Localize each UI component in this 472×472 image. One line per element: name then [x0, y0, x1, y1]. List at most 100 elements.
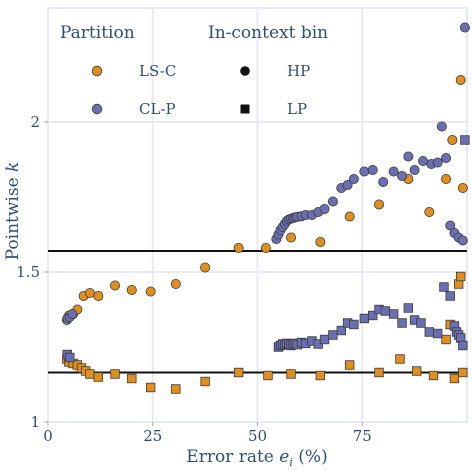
y-axis-title: Pointwise k [3, 162, 23, 261]
legend-label-cl-p: CL-P [139, 100, 176, 118]
point-ls-c-hp [455, 75, 466, 86]
point-ls-c-lp [171, 384, 181, 394]
point-ls-c-hp [93, 290, 104, 301]
point-cl-p-lp [388, 309, 399, 319]
point-cl-p-hp [459, 22, 470, 33]
point-cl-p-lp [432, 328, 443, 339]
point-cl-p-hp [367, 164, 378, 175]
legend-label-ls-c: LS-C [139, 62, 176, 80]
point-cl-p-hp [327, 196, 338, 207]
point-cl-p-lp [336, 325, 347, 336]
point-ls-c-lp [315, 370, 326, 381]
point-ls-c-lp [374, 367, 384, 378]
legend-marker-ls-c [91, 65, 103, 77]
point-ls-c-hp [84, 287, 95, 298]
point-ls-c-lp [200, 376, 210, 387]
point-ls-c-lp [344, 360, 355, 370]
axis-ticks: 0 25 50 75 1 1.5 2 [16, 113, 372, 445]
point-cl-p-lp [460, 135, 470, 145]
point-ls-c-hp [145, 286, 156, 297]
point-ls-c-hp [457, 182, 468, 193]
legend-title-bin: In-context bin [208, 23, 328, 43]
point-ls-c-hp [233, 242, 244, 253]
point-ls-c-lp [85, 369, 95, 379]
point-ls-c-hp [374, 199, 385, 210]
point-ls-c-hp [315, 236, 326, 247]
data-points [61, 22, 470, 394]
legend-marker-hp [240, 66, 250, 76]
point-cl-p-lp [458, 340, 468, 351]
point-cl-p-hp [457, 235, 468, 246]
x-axis-title: Error rate ei (%) [186, 447, 327, 469]
point-ls-c-lp [145, 382, 156, 393]
point-ls-c-hp [260, 242, 271, 253]
point-ls-c-lp [395, 354, 405, 364]
point-cl-p-lp [65, 352, 75, 363]
point-cl-p-lp [328, 330, 338, 340]
point-ls-c-hp [441, 173, 452, 184]
point-ls-c-hp [126, 284, 137, 295]
point-ls-c-lp [110, 369, 120, 379]
point-ls-c-hp [170, 278, 181, 289]
point-cl-p-lp [397, 318, 407, 328]
point-cl-p-lp [403, 303, 414, 313]
point-cl-p-hp [397, 170, 408, 181]
point-ls-c-lp [428, 370, 439, 381]
legend-label-lp: LP [287, 100, 307, 118]
point-cl-p-hp [67, 308, 78, 319]
x-tick-label: 25 [143, 427, 162, 445]
legend-marker-cl-p [91, 103, 103, 115]
x-tick-label: 75 [353, 427, 372, 445]
y-tick-label: 2 [30, 113, 40, 131]
point-cl-p-lp [439, 282, 449, 292]
point-ls-c-lp [286, 369, 296, 379]
x-tick-label: 50 [248, 427, 267, 445]
point-cl-p-hp [409, 164, 420, 175]
point-cl-p-hp [445, 220, 456, 231]
point-cl-p-hp [436, 121, 447, 132]
point-cl-p-hp [359, 166, 370, 177]
point-ls-c-lp [263, 370, 273, 381]
point-ls-c-lp [93, 372, 103, 382]
legend-marker-lp [240, 104, 250, 114]
point-cl-p-lp [349, 319, 359, 330]
point-cl-p-hp [441, 152, 452, 163]
point-cl-p-hp [342, 179, 353, 190]
point-cl-p-hp [432, 157, 443, 168]
point-ls-c-hp [424, 206, 435, 217]
point-ls-c-hp [200, 262, 211, 273]
point-cl-p-hp [319, 203, 330, 214]
legend-title-partition: Partition [60, 23, 135, 43]
point-cl-p-lp [368, 310, 378, 321]
point-cl-p-hp [388, 166, 399, 177]
point-cl-p-hp [348, 173, 359, 184]
point-ls-c-lp [458, 367, 468, 378]
point-ls-c-lp [456, 271, 466, 282]
point-cl-p-lp [380, 306, 390, 316]
legend-label-hp: HP [287, 62, 310, 80]
point-ls-c-hp [447, 134, 458, 145]
point-cl-p-lp [416, 318, 426, 328]
point-cl-p-hp [418, 155, 429, 166]
point-ls-c-hp [344, 211, 355, 222]
point-ls-c-lp [127, 373, 137, 384]
point-ls-c-lp [441, 334, 451, 345]
point-cl-p-lp [424, 327, 434, 337]
point-cl-p-lp [445, 291, 455, 301]
point-ls-c-hp [110, 280, 121, 291]
point-ls-c-lp [449, 373, 460, 384]
legend: Partition In-context bin LS-C CL-P HP LP [60, 23, 328, 118]
point-cl-p-lp [359, 313, 370, 324]
point-cl-p-hp [403, 151, 414, 162]
point-cl-p-hp [378, 176, 389, 187]
point-ls-c-lp [412, 366, 422, 376]
point-ls-c-lp [233, 367, 244, 378]
x-tick-label: 0 [43, 427, 53, 445]
point-ls-c-hp [286, 232, 297, 243]
point-cl-p-lp [319, 334, 330, 345]
y-tick-label: 1.5 [16, 263, 40, 281]
y-tick-label: 1 [30, 413, 40, 431]
